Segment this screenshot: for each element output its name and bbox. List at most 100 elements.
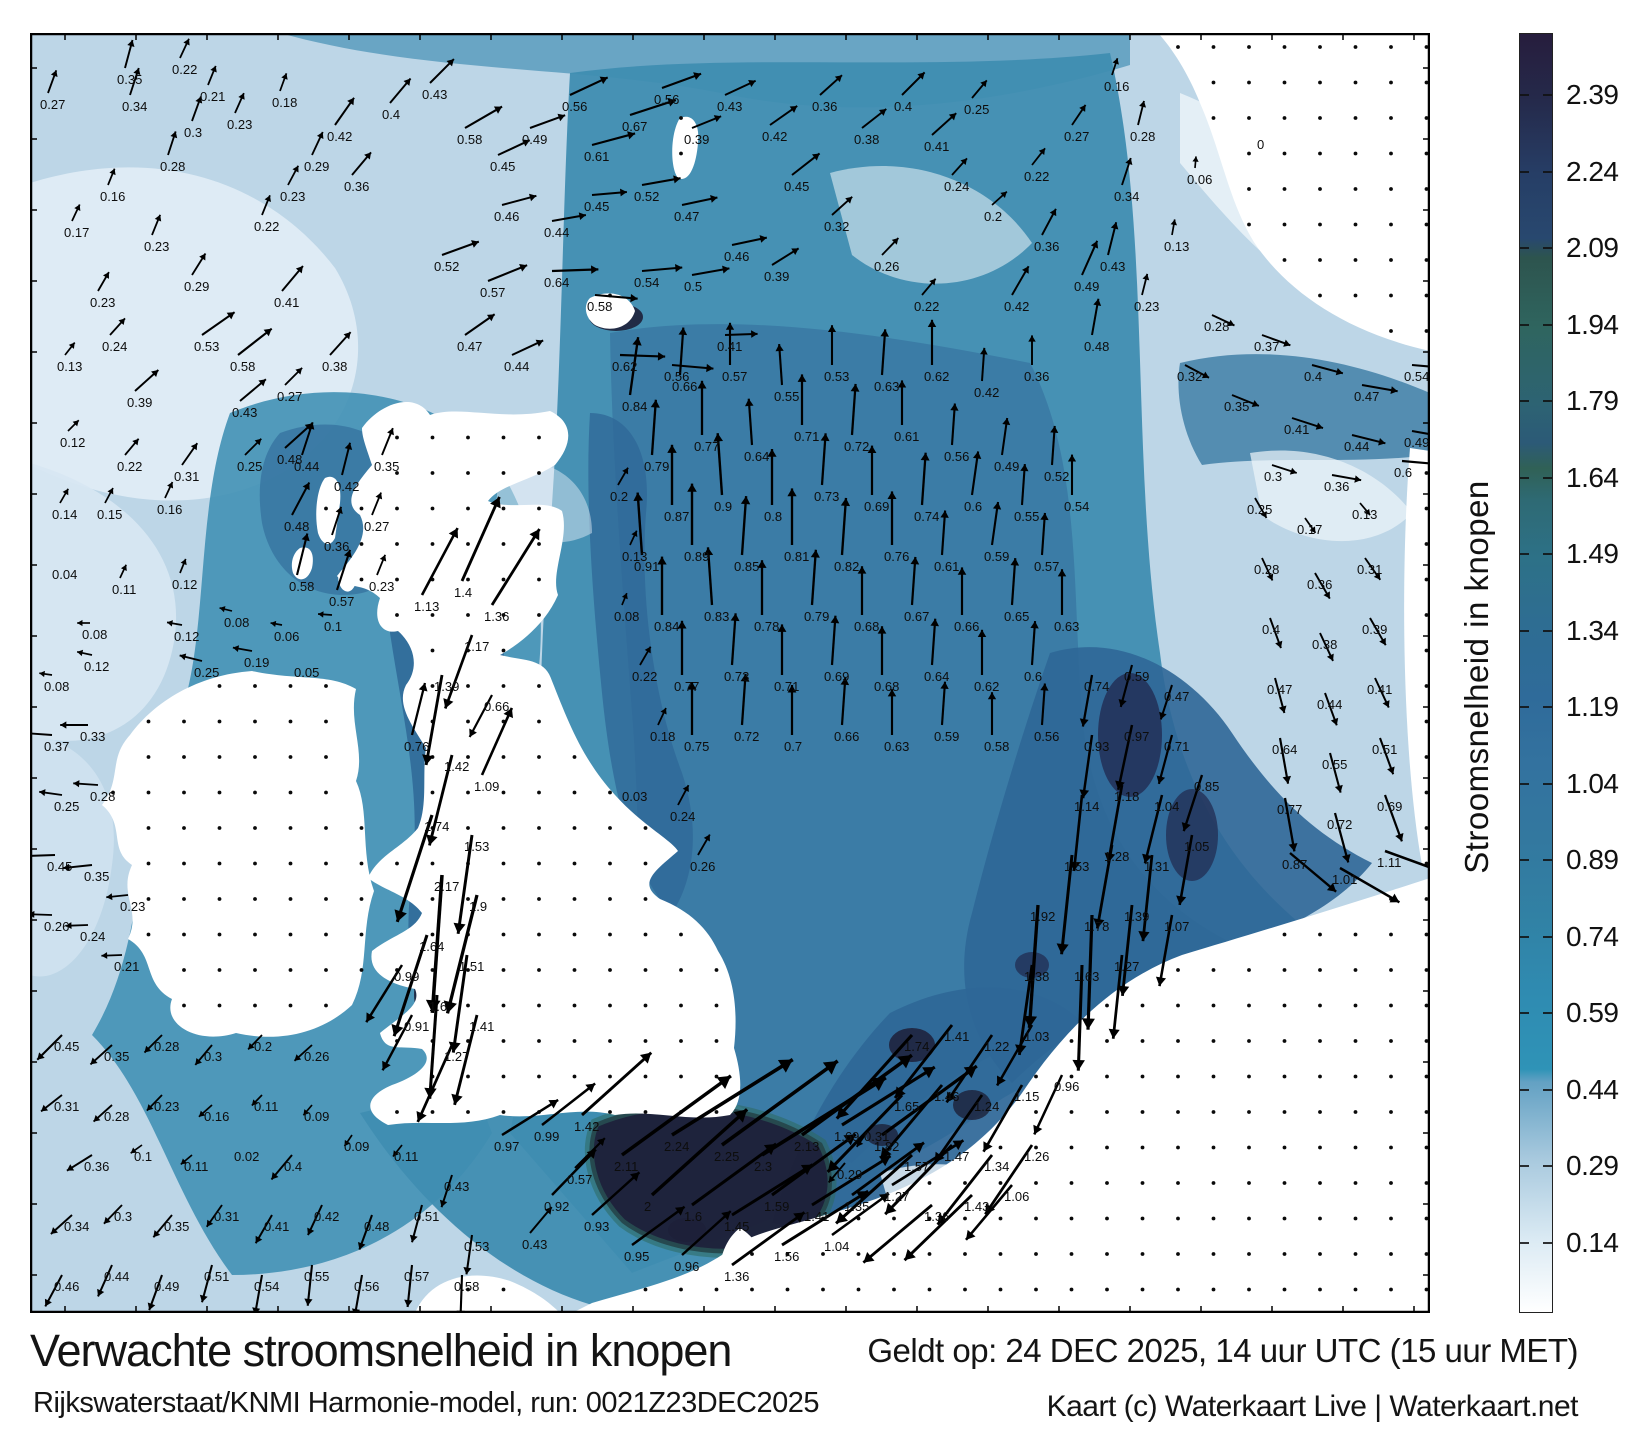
- current-arrow: [880, 329, 887, 376]
- current-arrow: [629, 99, 677, 117]
- landmass: [572, 878, 1430, 1313]
- current-speed-value: 0.45: [584, 199, 609, 214]
- current-arrow: [631, 1205, 686, 1246]
- current-speed-value: 1.42: [444, 759, 469, 774]
- current-speed-value: 0.41: [274, 295, 299, 310]
- current-arrow: [810, 549, 818, 606]
- colorbar-tick-mark: [1520, 1012, 1529, 1015]
- current-arrow: [1411, 429, 1430, 436]
- current-speed-value: 0.23: [154, 1099, 179, 1114]
- current-speed-value: 0.61: [584, 149, 609, 164]
- current-arrow: [30, 732, 53, 736]
- current-speed-value: 0.31: [1357, 562, 1382, 577]
- current-speed-value: 0.22: [254, 219, 279, 234]
- current-speed-value: 1.06: [1004, 1189, 1029, 1204]
- current-speed-value: 0.53: [194, 339, 219, 354]
- colorbar-tick-mark: [1520, 1165, 1529, 1168]
- current-speed-value: 0.35: [84, 869, 109, 884]
- current-speed-value: 0.22: [1024, 169, 1049, 184]
- current-arrow: [1111, 954, 1124, 1039]
- current-speed-value: 0.14: [52, 507, 77, 522]
- current-speed-value: 1.4: [454, 585, 472, 600]
- current-speed-value: 2.13: [794, 1139, 819, 1154]
- current-speed-value: 0.2: [984, 209, 1002, 224]
- current-arrow: [936, 1154, 994, 1226]
- current-speed-value: 0.42: [334, 479, 359, 494]
- colorbar-tick-mark: [1520, 1088, 1529, 1091]
- current-arrow: [681, 1210, 732, 1256]
- current-speed-value: 0.64: [544, 275, 569, 290]
- current-speed-value: 0.09: [304, 1109, 329, 1124]
- current-arrow: [781, 1189, 869, 1247]
- current-speed-value: 0.17: [1297, 522, 1322, 537]
- colorbar-tick-mark: [1543, 782, 1552, 785]
- colorbar-tick-mark: [1520, 629, 1529, 632]
- current-speed-value: 1.34: [984, 1159, 1009, 1174]
- current-speed-value: 1.59: [764, 1199, 789, 1214]
- current-speed-value: 0.24: [670, 809, 695, 824]
- current-speed-value: 0.43: [422, 87, 447, 102]
- current-speed-value: 0.49: [994, 459, 1019, 474]
- current-speed-value: 0.13: [1352, 507, 1377, 522]
- current-speed-value: 0.22: [632, 669, 657, 684]
- current-speed-value: 1.26: [1024, 1149, 1049, 1164]
- map-canvas: 0.270.350.340.220.210.30.230.180.280.160…: [30, 33, 1430, 1313]
- current-speed-value: 0.41: [1284, 422, 1309, 437]
- current-speed-value: 0.59: [1124, 669, 1149, 684]
- current-speed-value: 0.44: [504, 359, 529, 374]
- current-speed-value: 0.51: [1372, 742, 1397, 757]
- current-speed-value: 0.63: [884, 739, 909, 754]
- current-speed-value: 0.27: [277, 389, 302, 404]
- current-speed-value: 0.46: [54, 1279, 79, 1294]
- current-speed-value: 0.48: [364, 1219, 389, 1234]
- current-speed-value: 0.36: [1307, 577, 1332, 592]
- current-speed-value: 1.6: [684, 1209, 702, 1224]
- current-speed-value: 0.6: [1394, 465, 1412, 480]
- current-speed-value: 0.17: [64, 225, 89, 240]
- current-speed-value: 1.42: [574, 1119, 599, 1134]
- current-speed-value: 0.35: [374, 459, 399, 474]
- current-arrow: [594, 293, 638, 300]
- current-speed-value: 1.01: [1332, 872, 1357, 887]
- current-speed-value: 1.11: [1377, 855, 1401, 870]
- current-arrow: [1157, 734, 1174, 785]
- current-arrow: [650, 399, 658, 456]
- current-speed-value: 0.58: [587, 299, 612, 314]
- current-speed-value: 0.41: [1367, 682, 1392, 697]
- current-speed-value: 0.73: [814, 489, 839, 504]
- current-speed-value: 0.26: [690, 859, 715, 874]
- current-speed-value: 1.17: [464, 639, 489, 654]
- current-speed-value: 0.39: [684, 132, 709, 147]
- current-arrow: [1182, 774, 1204, 832]
- current-arrow: [740, 496, 748, 556]
- current-speed-value: 0.21: [200, 89, 225, 104]
- current-arrow: [428, 994, 439, 1099]
- current-speed-value: 0.08: [44, 679, 69, 694]
- current-arrow: [392, 934, 429, 1037]
- current-speed-value: 0.5: [684, 279, 702, 294]
- current-arrow: [416, 1044, 454, 1123]
- current-arrow: [747, 398, 754, 446]
- current-arrows-layer: [30, 38, 1430, 1313]
- current-speed-value: 0.68: [874, 679, 899, 694]
- current-speed-value: 0.65: [1004, 609, 1029, 624]
- current-speed-value: 1.22: [984, 1039, 1009, 1054]
- current-arrow: [430, 874, 444, 1013]
- current-speed-value: 1.57: [904, 1159, 929, 1174]
- current-arrow: [984, 1144, 1034, 1216]
- colorbar: [1519, 33, 1553, 1313]
- current-speed-value: 0.22: [914, 299, 939, 314]
- current-arrow: [30, 853, 56, 857]
- current-arrow: [678, 327, 685, 376]
- current-arrow: [1017, 964, 1034, 1056]
- current-speed-value: 0.23: [144, 239, 169, 254]
- current-speed-value: 0.47: [1267, 682, 1292, 697]
- current-arrow: [1178, 834, 1194, 906]
- current-speed-value: 0.49: [1074, 279, 1099, 294]
- current-arrow: [730, 613, 737, 666]
- current-speed-value: 0.73: [724, 669, 749, 684]
- current-speed-value: 0.32: [1177, 369, 1202, 384]
- current-speed-value: 0.87: [664, 509, 689, 524]
- current-speed-value: 0.77: [1277, 802, 1302, 817]
- current-speed-value: 0.72: [734, 729, 759, 744]
